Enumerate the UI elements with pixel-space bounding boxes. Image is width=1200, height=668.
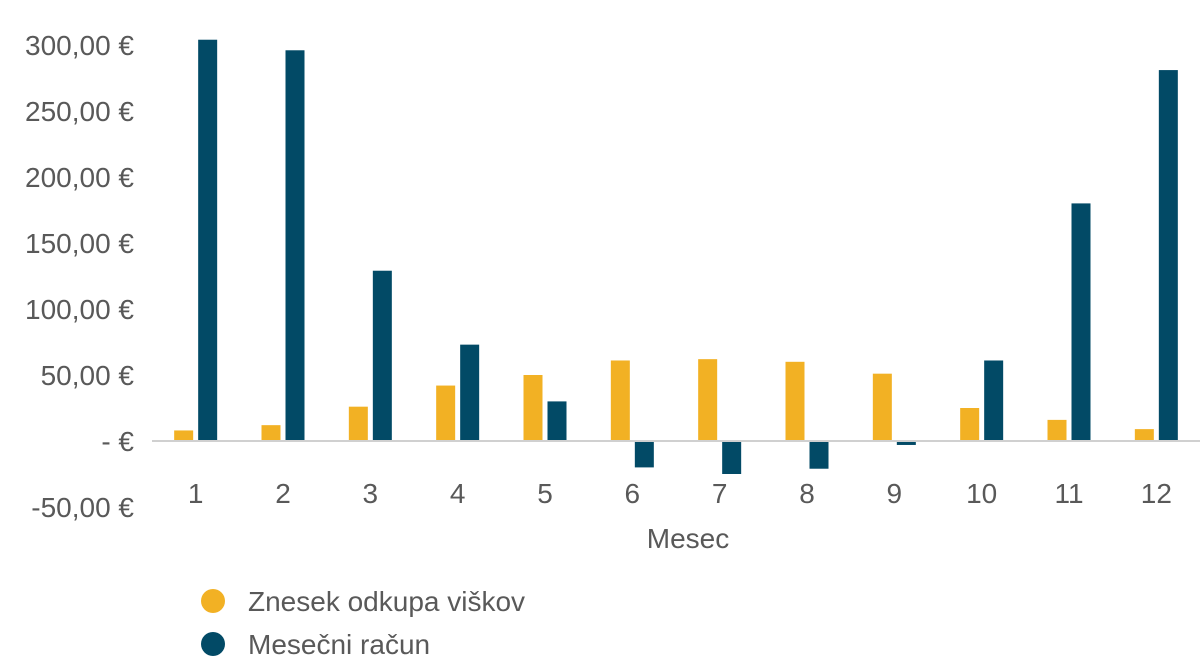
y-tick-label: 150,00 €: [25, 228, 134, 259]
x-tick-label: 11: [1054, 478, 1083, 509]
x-tick-label: 10: [966, 478, 997, 509]
bars: [174, 39, 1178, 474]
bar-odkup-viskov-5: [523, 375, 543, 441]
y-tick-label: 300,00 €: [25, 30, 134, 61]
x-tick-label: 6: [625, 478, 641, 509]
x-tick-label: 12: [1141, 478, 1172, 509]
legend-marker: [201, 589, 225, 613]
y-tick-label: - €: [101, 426, 134, 457]
bar-mesecni-racun-3: [372, 270, 392, 441]
bar-odkup-viskov-1: [174, 430, 194, 441]
x-tick-label: 7: [712, 478, 728, 509]
x-tick-label: 9: [887, 478, 903, 509]
y-tick-label: 100,00 €: [25, 294, 134, 325]
y-tick-label: -50,00 €: [31, 492, 134, 523]
x-axis-ticks: 1 2 3 4 5 6 7 8 9 10 11 12: [188, 478, 1172, 509]
x-tick-label: 2: [275, 478, 291, 509]
bar-mesecni-racun-8: [809, 441, 829, 469]
bar-odkup-viskov-8: [785, 361, 805, 441]
bar-mesecni-racun-1: [198, 39, 218, 441]
legend-marker: [201, 632, 225, 656]
y-tick-label: 50,00 €: [41, 360, 135, 391]
legend-label: Znesek odkupa viškov: [248, 586, 525, 617]
bar-mesecni-racun-7: [722, 441, 742, 474]
bar-odkup-viskov-11: [1047, 419, 1067, 441]
x-tick-label: 5: [537, 478, 553, 509]
legend-label: Mesečni račun: [248, 629, 430, 660]
y-axis-ticks: 300,00 € 250,00 € 200,00 € 150,00 € 100,00 €…: [25, 30, 134, 523]
bar-mesecni-racun-4: [460, 344, 480, 441]
x-tick-label: 3: [363, 478, 379, 509]
bar-odkup-viskov-4: [436, 385, 456, 441]
x-tick-label: 8: [799, 478, 815, 509]
bar-mesecni-racun-12: [1158, 70, 1178, 441]
bar-odkup-viskov-2: [261, 425, 281, 441]
legend: Znesek odkupa viškov Mesečni račun: [201, 586, 525, 660]
bar-odkup-viskov-12: [1134, 429, 1154, 441]
bar-mesecni-racun-5: [547, 401, 567, 441]
y-tick-label: 250,00 €: [25, 96, 134, 127]
bar-mesecni-racun-9: [896, 441, 916, 445]
bar-mesecni-racun-11: [1071, 203, 1091, 441]
bar-odkup-viskov-3: [348, 406, 368, 441]
bar-mesecni-racun-10: [984, 360, 1004, 441]
bar-odkup-viskov-6: [610, 360, 630, 441]
bar-mesecni-racun-6: [634, 441, 654, 468]
x-tick-label: 1: [188, 478, 204, 509]
x-axis-title: Mesec: [647, 523, 729, 554]
bar-odkup-viskov-7: [698, 359, 718, 441]
y-tick-label: 200,00 €: [25, 162, 134, 193]
bar-mesecni-racun-2: [285, 50, 305, 441]
bar-odkup-viskov-10: [960, 408, 980, 441]
bar-odkup-viskov-9: [872, 373, 892, 441]
x-tick-label: 4: [450, 478, 466, 509]
